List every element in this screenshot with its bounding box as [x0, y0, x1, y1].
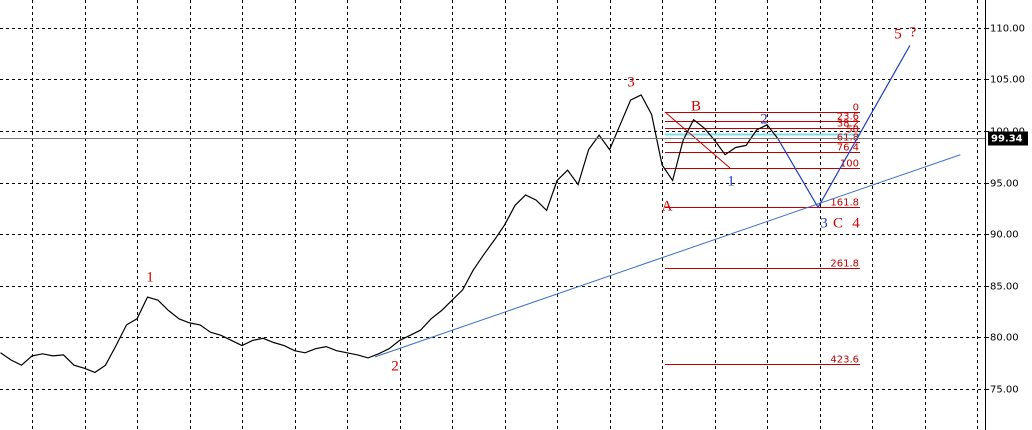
- y-tick-label: 80.00: [990, 333, 1019, 344]
- wave-label: C: [833, 215, 843, 231]
- y-tick-label: 95.00: [990, 179, 1019, 190]
- fib-label: 50: [846, 125, 859, 136]
- wave-label: 1: [727, 173, 735, 189]
- trendline: [374, 154, 961, 358]
- wave-label: 5: [894, 26, 902, 42]
- wave-label: B: [691, 98, 701, 114]
- wave-label: 4: [852, 215, 860, 231]
- wave-label: 3: [627, 74, 635, 90]
- projection-line: [777, 45, 911, 209]
- fib-label: 76.4: [837, 143, 859, 154]
- current-price-box: [988, 131, 1028, 146]
- y-tick-label: 90.00: [990, 230, 1019, 241]
- fib-label: 38.2: [837, 119, 859, 130]
- fib-label: 161.8: [830, 198, 859, 209]
- wave-label: 1: [146, 269, 154, 285]
- y-tick-label: 85.00: [990, 282, 1019, 293]
- y-tick-label: 110.00: [990, 24, 1025, 35]
- wave-label: A: [662, 198, 673, 214]
- fib-label: 100: [840, 159, 859, 170]
- fib-label: 23.6: [837, 112, 859, 123]
- wave-label: 3: [820, 215, 828, 231]
- y-tick-label: 105.00: [990, 75, 1025, 86]
- fib-label: 423.6: [830, 355, 859, 366]
- fib-label: 0: [853, 103, 859, 114]
- fib-label: 261.8: [830, 259, 859, 270]
- price-line: [0, 94, 779, 374]
- fib-anchor: [664, 111, 731, 169]
- wave-label: 2: [391, 358, 399, 374]
- y-tick-label: 75.00: [990, 385, 1019, 396]
- wave-label: 2: [760, 111, 768, 127]
- wave-label: ?: [910, 24, 917, 40]
- current-price-label: 99.34: [991, 134, 1023, 145]
